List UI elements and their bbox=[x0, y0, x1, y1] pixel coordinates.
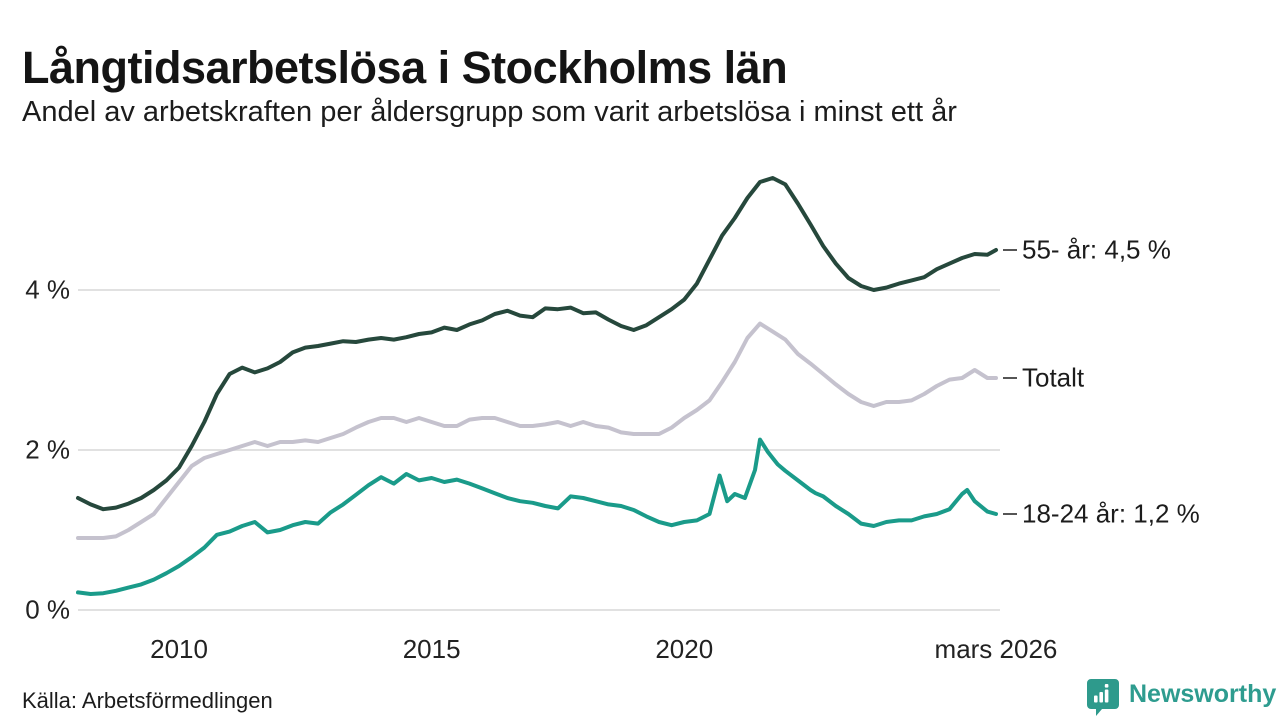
series-line-55-r bbox=[76, 176, 998, 512]
chart-subtitle: Andel av arbetskraften per åldersgrupp s… bbox=[22, 96, 957, 128]
series-line-totalt bbox=[76, 321, 998, 540]
page-title: Långtidsarbetslösa i Stockholms län bbox=[22, 42, 788, 94]
y-axis-label: 4 % bbox=[25, 274, 70, 305]
series-line-18-24-r bbox=[76, 437, 998, 596]
x-axis-label: 2010 bbox=[150, 634, 208, 664]
newsworthy-logo: Newsworthy bbox=[1086, 677, 1276, 722]
series-end-label: Totalt bbox=[1022, 362, 1085, 393]
newsworthy-bubble-chart-icon bbox=[1086, 677, 1120, 722]
source-text: Källa: Arbetsförmedlingen bbox=[22, 688, 273, 713]
y-axis-label: 2 % bbox=[25, 434, 70, 465]
x-axis-label: 2015 bbox=[402, 634, 461, 664]
newsworthy-wordmark: Newsworthy bbox=[1129, 680, 1277, 708]
series-end-label: 55- år: 4,5 % bbox=[1022, 234, 1171, 265]
x-axis-label: 2020 bbox=[655, 634, 714, 664]
series-end-label: 18-24 år: 1,2 % bbox=[1022, 498, 1200, 529]
y-axis-label: 0 % bbox=[25, 594, 70, 625]
x-axis-label: mars 2026 bbox=[934, 634, 1058, 664]
